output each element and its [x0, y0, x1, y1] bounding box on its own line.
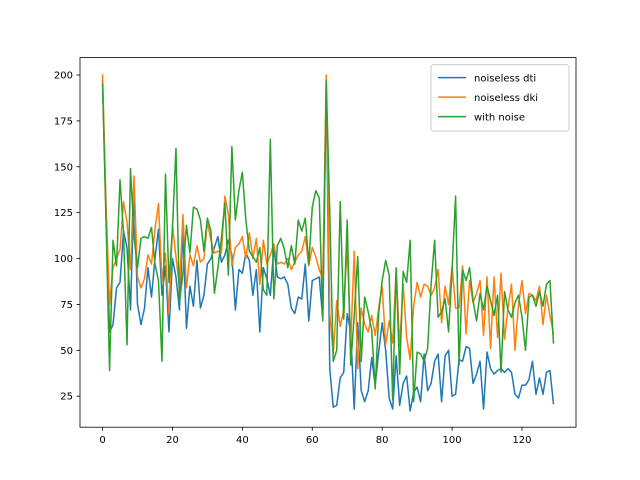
y-axis: 25 50 75 100 125 150 175 200 — [54, 71, 80, 403]
x-tick-label: 100 — [443, 435, 462, 446]
series-layer — [101, 74, 555, 412]
legend: noiseless dti noiseless dki with noise — [430, 64, 570, 132]
legend-box — [430, 64, 570, 132]
legend-label-0: noiseless dti — [474, 74, 536, 85]
y-tick-label: 50 — [60, 346, 73, 357]
x-tick-label: 20 — [166, 435, 179, 446]
x-tick-label: 60 — [306, 435, 319, 446]
y-tick-label: 200 — [54, 71, 73, 82]
y-tick-label: 100 — [54, 254, 73, 265]
x-tick-label: 120 — [512, 435, 531, 446]
plot-frame — [79, 57, 577, 428]
x-axis: 0 20 40 60 80 100 120 — [99, 427, 532, 446]
y-tick-label: 75 — [60, 300, 73, 311]
legend-label-2: with noise — [474, 113, 525, 124]
series-line-2 — [101, 79, 555, 403]
y-tick-label: 25 — [60, 392, 73, 403]
y-tick-label: 175 — [54, 116, 73, 127]
x-tick-label: 40 — [236, 435, 249, 446]
x-tick-label: 0 — [99, 435, 105, 446]
legend-label-1: noiseless dki — [474, 93, 538, 104]
x-tick-label: 80 — [376, 435, 389, 446]
y-tick-label: 125 — [54, 208, 73, 219]
y-tick-label: 150 — [54, 162, 73, 173]
series-line-1 — [101, 74, 555, 370]
